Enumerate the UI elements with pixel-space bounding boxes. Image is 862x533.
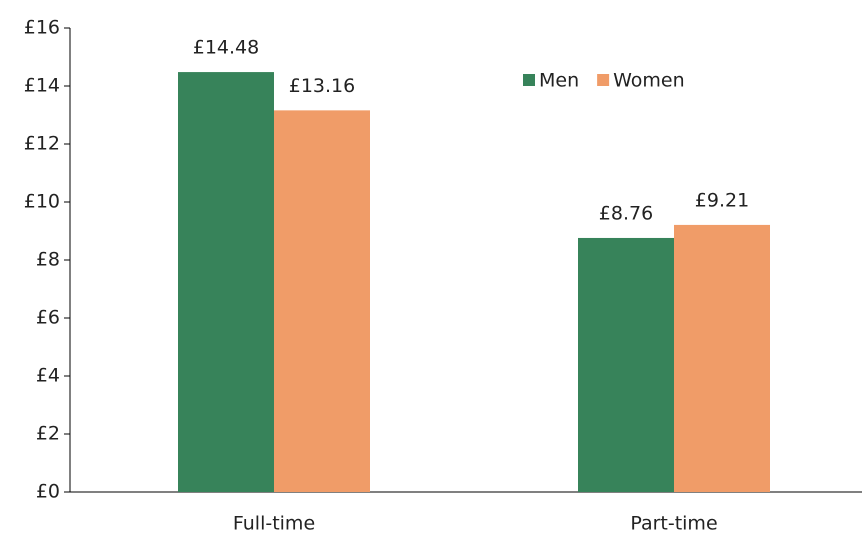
legend-swatch	[523, 74, 535, 86]
y-tick-label: £8	[36, 249, 60, 271]
value-label: £9.21	[695, 189, 749, 211]
y-tick-label: £4	[36, 365, 60, 387]
x-tick-label: Full-time	[233, 513, 315, 533]
legend-label: Women	[613, 70, 685, 92]
legend-swatch	[597, 74, 610, 86]
y-tick-label: £2	[36, 423, 60, 445]
bar	[674, 224, 770, 492]
y-tick-label: £16	[24, 17, 60, 39]
bar	[578, 237, 674, 492]
value-label: £8.76	[599, 202, 653, 224]
y-tick-label: £12	[24, 133, 60, 155]
bar	[274, 110, 370, 493]
bar	[178, 72, 274, 492]
x-tick-label: Part-time	[630, 513, 717, 533]
value-label: £14.48	[193, 37, 259, 59]
value-label: £13.16	[289, 75, 355, 97]
y-tick-label: £6	[36, 307, 60, 329]
legend-label: Men	[539, 70, 579, 92]
y-tick-label: £10	[24, 191, 60, 213]
y-tick-label: £14	[24, 75, 60, 97]
y-tick-label: £0	[36, 481, 60, 503]
